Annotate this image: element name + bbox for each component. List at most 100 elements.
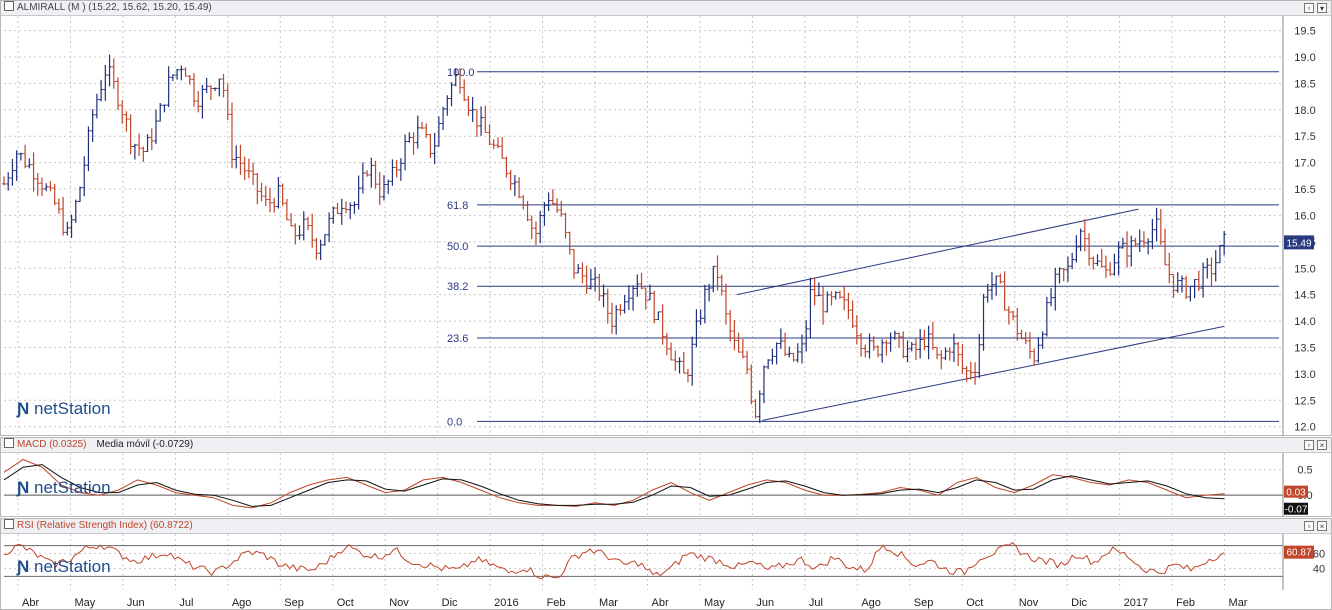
ohlc-bar	[1082, 219, 1087, 252]
ohlc-bar	[1044, 296, 1049, 337]
macd-line	[3, 458, 1225, 509]
x-tick-label: May	[704, 597, 725, 609]
ohlc-bar	[833, 291, 838, 300]
ohlc-bar	[310, 213, 315, 248]
ohlc-bar	[812, 278, 817, 306]
y-tick-label: 14.5	[1294, 290, 1315, 302]
ohlc-bar	[141, 146, 146, 162]
ohlc-bar	[115, 77, 120, 110]
ohlc-bar	[1179, 275, 1184, 293]
y-tick-label: 19.5	[1294, 26, 1315, 38]
ohlc-bar	[153, 109, 158, 144]
restore-icon[interactable]: ▫	[1304, 440, 1314, 450]
ohlc-bar	[529, 215, 534, 239]
ohlc-bar	[394, 160, 399, 178]
ohlc-bar	[255, 173, 260, 205]
ohlc-bar	[293, 223, 298, 245]
ohlc-bar	[225, 83, 230, 120]
ohlc-bar	[618, 303, 623, 316]
ohlc-bar	[1091, 256, 1096, 270]
close-icon[interactable]: ×	[1317, 440, 1327, 450]
ohlc-bar	[584, 265, 589, 294]
ohlc-bar	[711, 265, 716, 293]
panel-menu-icon[interactable]	[4, 438, 14, 448]
ohlc-bar	[491, 139, 496, 150]
ohlc-bar	[1040, 331, 1045, 349]
ohlc-bar	[897, 332, 902, 348]
ohlc-bar	[1065, 256, 1070, 282]
ohlc-bar	[723, 283, 728, 325]
ohlc-bar	[1205, 258, 1210, 279]
ohlc-bar	[614, 305, 619, 335]
y-tick-label: 40	[1313, 564, 1325, 576]
scroll-down-icon[interactable]: ▾	[1317, 3, 1327, 13]
ohlc-bar	[1120, 237, 1125, 249]
ohlc-bar	[56, 198, 61, 214]
ohlc-bar	[314, 238, 319, 260]
ohlc-bar	[343, 201, 348, 214]
restore-icon[interactable]: ▫	[1304, 3, 1314, 13]
ohlc-bar	[18, 152, 23, 161]
x-tick-label: Oct	[966, 597, 983, 609]
ohlc-bar	[27, 158, 32, 169]
ohlc-bar	[538, 210, 543, 244]
ohlc-bar	[846, 292, 851, 320]
ohlc-bar	[656, 311, 661, 321]
ohlc-bar	[1209, 257, 1214, 287]
ohlc-bar	[609, 302, 614, 334]
ohlc-bar	[1137, 229, 1142, 253]
x-tick-label: 2016	[494, 597, 518, 609]
ohlc-bar	[221, 74, 226, 98]
ohlc-bar	[1196, 270, 1201, 291]
y-tick-label: 18.5	[1294, 78, 1315, 90]
ohlc-bar	[753, 398, 758, 419]
netstation-logo: Ɲ netStation	[17, 399, 111, 418]
y-tick-label: 18.0	[1294, 105, 1315, 117]
ohlc-bar	[470, 96, 475, 122]
ohlc-bar	[1074, 235, 1079, 263]
ohlc-bar	[170, 74, 175, 82]
ohlc-bar	[939, 350, 944, 370]
ohlc-bar	[732, 319, 737, 351]
ohlc-bar	[149, 128, 154, 151]
ohlc-bar	[626, 285, 631, 311]
rsi-line	[3, 541, 1225, 580]
ohlc-bar	[981, 293, 986, 351]
ohlc-bar	[191, 73, 196, 107]
close-icon[interactable]: ×	[1317, 521, 1327, 531]
panel-menu-icon[interactable]	[4, 1, 14, 11]
ohlc-bar	[673, 350, 678, 371]
x-tick-label: Mar	[1229, 597, 1248, 609]
ohlc-bar	[86, 126, 91, 172]
panel-menu-icon[interactable]	[4, 519, 14, 529]
ohlc-bar	[23, 144, 28, 169]
ohlc-bar	[39, 177, 44, 197]
ohlc-bar	[521, 195, 526, 210]
ohlc-bar	[305, 216, 310, 231]
ohlc-bar	[1049, 288, 1054, 307]
ohlc-bar	[52, 183, 57, 206]
ohlc-bar	[639, 272, 644, 290]
ohlc-bar	[880, 339, 885, 363]
x-tick-label: Jun	[756, 597, 774, 609]
ohlc-bar	[35, 172, 40, 196]
ohlc-bar	[369, 157, 374, 188]
ohlc-bar	[576, 264, 581, 274]
price-chart: 19.519.018.518.017.517.016.516.015.515.0…	[2, 16, 1316, 436]
ohlc-bar	[504, 156, 509, 178]
ohlc-bar	[1222, 231, 1227, 256]
restore-icon[interactable]: ▫	[1304, 521, 1314, 531]
ohlc-bar	[94, 93, 99, 119]
x-tick-label: Abr	[22, 597, 39, 609]
ohlc-bar	[850, 300, 855, 329]
ohlc-bar	[1154, 207, 1159, 242]
ohlc-bar	[441, 106, 446, 130]
ohlc-bar	[124, 111, 129, 132]
ohlc-bar	[563, 212, 568, 239]
ohlc-bar	[892, 330, 897, 340]
x-tick-label: Dic	[1071, 597, 1087, 609]
last-price-label: 15.49	[1286, 238, 1311, 249]
ohlc-bar	[145, 134, 150, 152]
ohlc-bar	[259, 182, 264, 202]
